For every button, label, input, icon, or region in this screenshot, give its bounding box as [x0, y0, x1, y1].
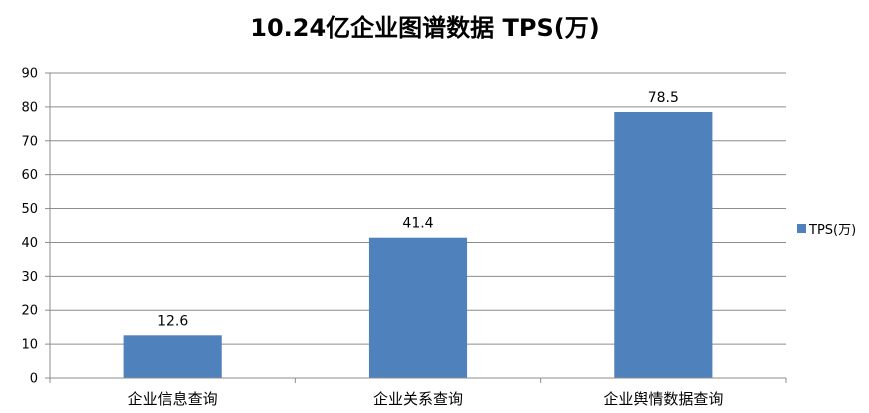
axes [49, 73, 786, 379]
y-tick-label: 10 [21, 338, 38, 353]
chart-title: 10.24亿企业图谱数据 TPS(万) [250, 14, 599, 42]
y-tick-label: 30 [21, 270, 38, 285]
y-tick-label: 20 [21, 304, 38, 319]
y-tick-label: 40 [21, 236, 38, 251]
x-tick-label: 企业舆情数据查询 [603, 390, 723, 408]
bar [368, 237, 468, 378]
x-tick-label: 企业关系查询 [373, 390, 463, 408]
data-label: 41.4 [402, 216, 433, 232]
y-tick-label: 50 [21, 202, 38, 217]
data-label: 78.5 [648, 90, 679, 106]
gridlines [50, 72, 786, 345]
legend-swatch [797, 224, 806, 233]
y-tick-label: 80 [21, 100, 38, 115]
x-axis-ticks: 企业信息查询 企业关系查询 企业舆情数据查询 [49, 378, 787, 408]
y-tick-label: 0 [30, 372, 38, 387]
bar [123, 335, 222, 378]
y-tick-label: 70 [21, 134, 38, 149]
data-labels: 12.6 41.4 78.5 [157, 90, 679, 329]
x-tick-label: 企业信息查询 [128, 390, 218, 408]
bars [123, 111, 713, 378]
y-tick-label: 90 [21, 67, 38, 82]
y-tick-label: 60 [21, 168, 38, 183]
y-axis-ticks: 0 10 20 30 40 50 60 70 80 90 [21, 67, 50, 387]
data-label: 12.6 [157, 313, 188, 329]
legend: TPS(万) [797, 223, 856, 238]
legend-label: TPS(万) [808, 223, 856, 238]
bar [614, 111, 713, 378]
